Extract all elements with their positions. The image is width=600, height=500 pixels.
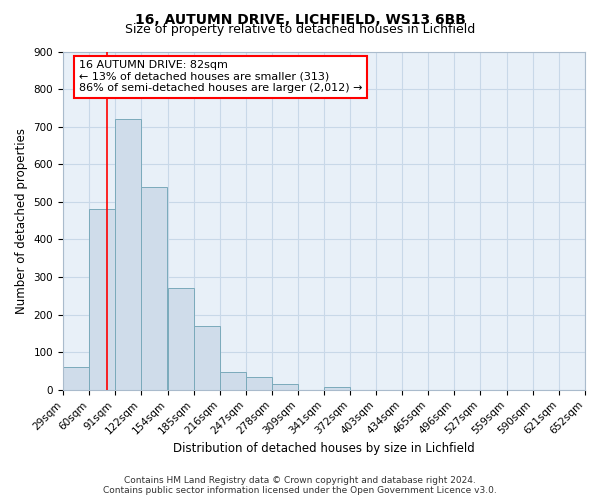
Text: Size of property relative to detached houses in Lichfield: Size of property relative to detached ho… bbox=[125, 22, 475, 36]
Text: 16 AUTUMN DRIVE: 82sqm
← 13% of detached houses are smaller (313)
86% of semi-de: 16 AUTUMN DRIVE: 82sqm ← 13% of detached… bbox=[79, 60, 362, 93]
Bar bbox=[245, 376, 272, 390]
Bar bbox=[115, 119, 141, 390]
Bar bbox=[167, 288, 194, 390]
Bar bbox=[325, 387, 350, 390]
Bar bbox=[272, 384, 298, 390]
Bar bbox=[89, 210, 115, 390]
X-axis label: Distribution of detached houses by size in Lichfield: Distribution of detached houses by size … bbox=[173, 442, 475, 455]
Text: 16, AUTUMN DRIVE, LICHFIELD, WS13 6BB: 16, AUTUMN DRIVE, LICHFIELD, WS13 6BB bbox=[134, 12, 466, 26]
Bar bbox=[194, 326, 220, 390]
Text: Contains HM Land Registry data © Crown copyright and database right 2024.
Contai: Contains HM Land Registry data © Crown c… bbox=[103, 476, 497, 495]
Bar bbox=[220, 372, 245, 390]
Bar bbox=[63, 368, 89, 390]
Y-axis label: Number of detached properties: Number of detached properties bbox=[15, 128, 28, 314]
Bar bbox=[141, 187, 167, 390]
